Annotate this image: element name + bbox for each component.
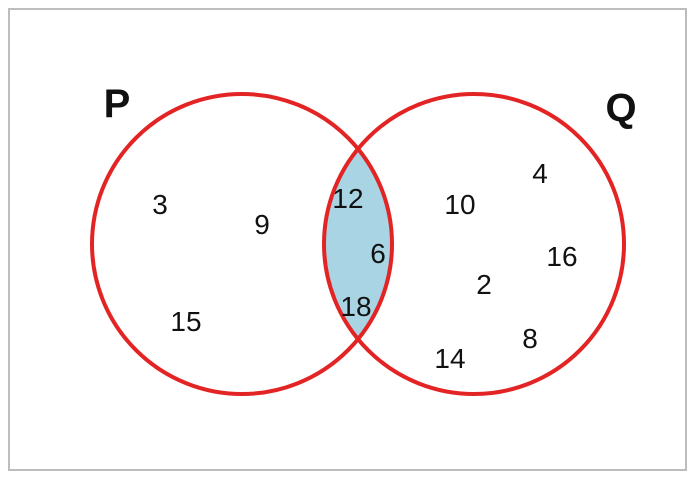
intersection-element: 18 [340, 291, 371, 322]
set-q-circle [322, 92, 626, 396]
intersection-element: 12 [332, 183, 363, 214]
q-only-element: 10 [444, 189, 475, 220]
p-only-element: 9 [254, 209, 270, 240]
intersection-element: 6 [370, 238, 386, 269]
p-only-element: 15 [170, 306, 201, 337]
q-only-element: 8 [522, 323, 538, 354]
q-only-element: 16 [546, 241, 577, 272]
set-p-label: P [104, 82, 131, 126]
set-q-label: Q [605, 86, 636, 130]
set-p-circle [90, 92, 394, 396]
q-only-element: 14 [434, 343, 465, 374]
p-only-element: 3 [152, 189, 168, 220]
q-only-element: 4 [532, 158, 548, 189]
q-only-element: 2 [476, 269, 492, 300]
